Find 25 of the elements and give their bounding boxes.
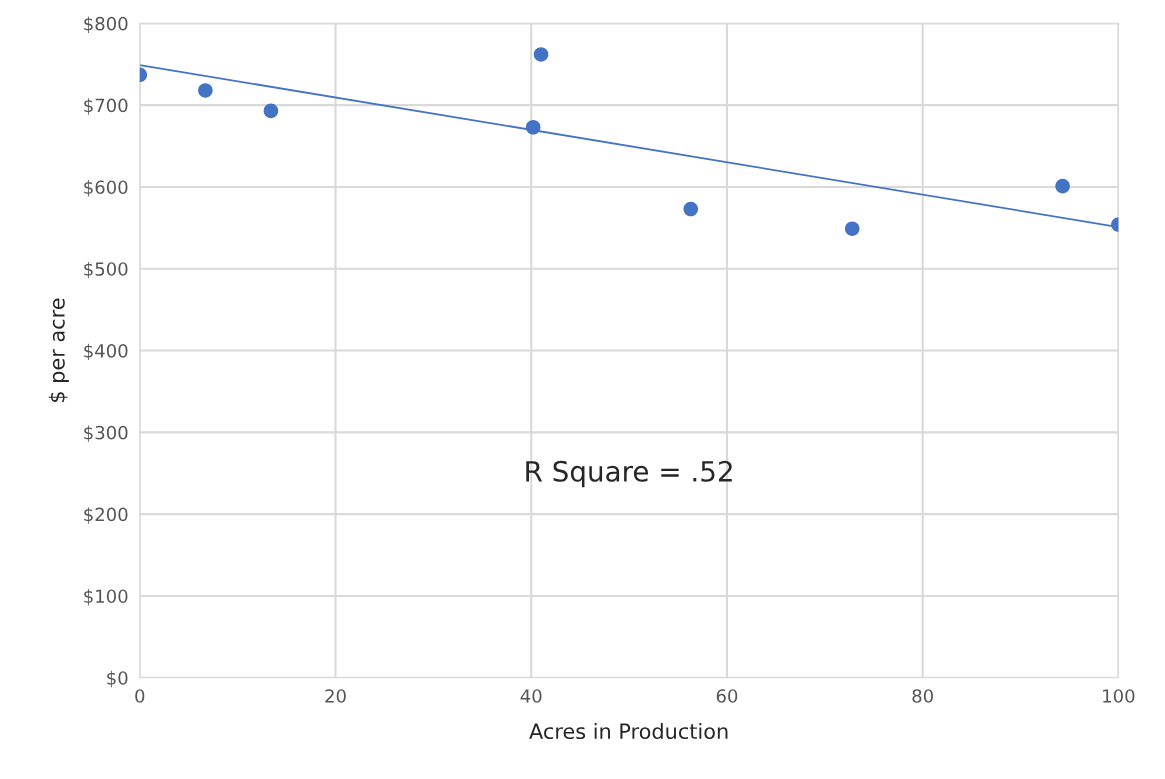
- point: [198, 83, 213, 98]
- point: [525, 119, 541, 135]
- x-tick-label: 20: [325, 689, 346, 703]
- x-tick-label: 40: [520, 689, 542, 703]
- y-tick-label: $300: [84, 425, 128, 442]
- y-tick-label: $800: [84, 16, 128, 33]
- y-tick-label: $600: [84, 180, 128, 197]
- y-axis-title: $ per acre: [48, 298, 69, 402]
- x-tick-label: 100: [1103, 689, 1135, 703]
- point: [533, 47, 549, 62]
- y-tick-label: $0: [107, 670, 128, 688]
- y-tick-label: $200: [84, 507, 128, 524]
- y-tick-label: $400: [84, 343, 128, 361]
- y-tick-label: $700: [84, 98, 128, 115]
- point: [844, 221, 860, 236]
- x-tick-label: 0: [135, 689, 145, 703]
- x-tick-label: 80: [912, 689, 933, 703]
- y-tick-label: $100: [84, 589, 128, 606]
- point: [263, 103, 279, 119]
- annotation: R Square = .52: [526, 460, 732, 488]
- x-axis-title: Acres in Production: [529, 722, 728, 740]
- point: [683, 201, 699, 217]
- y-tick-label: $500: [84, 261, 128, 279]
- x-tick-label: 60: [716, 689, 738, 703]
- point: [1055, 178, 1070, 194]
